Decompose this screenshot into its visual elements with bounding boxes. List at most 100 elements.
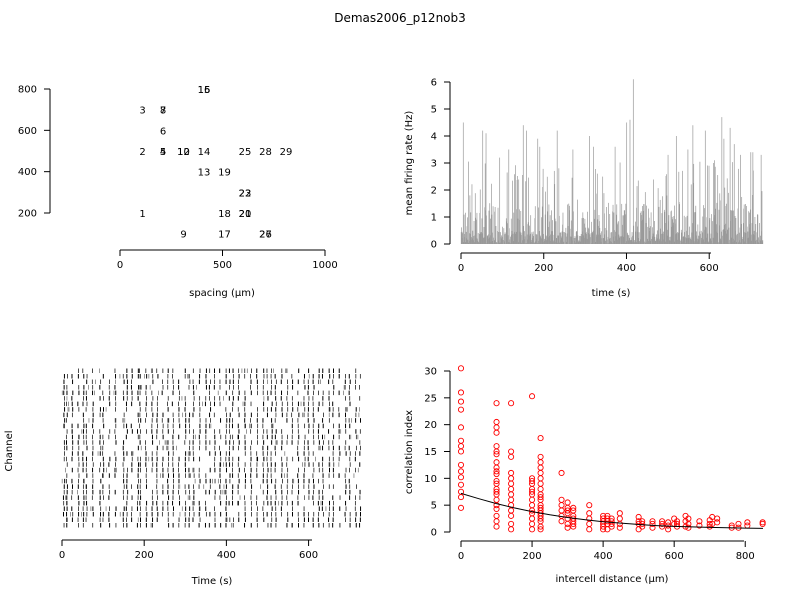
electrode-label: 10: [177, 147, 190, 158]
correlation-point: [529, 515, 536, 522]
correlation-point: [493, 505, 500, 512]
correlation-point: [696, 522, 703, 529]
correlation-point: [508, 469, 515, 477]
correlation-point: [616, 520, 623, 528]
electrode-label: 13: [198, 168, 211, 179]
x-tick-label: 0: [117, 260, 123, 271]
correlation-point: [714, 519, 721, 526]
correlation-point: [558, 469, 565, 477]
correlation-point: [457, 365, 465, 372]
correlation-point: [537, 523, 544, 530]
correlation-point: [493, 451, 500, 458]
correlation-point: [558, 502, 565, 509]
correlation-point: [508, 453, 515, 460]
y-ticks: 200 400 600 800: [18, 85, 50, 220]
correlation-point: [696, 518, 703, 525]
correlation-point: [537, 453, 544, 460]
correlation-points: [457, 365, 766, 533]
correlation-point: [604, 518, 611, 525]
correlation-point: [616, 515, 623, 522]
electrode-label: 14: [198, 147, 211, 158]
correlation-point: [649, 520, 656, 528]
x-tick-label: 0: [458, 551, 464, 562]
correlation-point: [714, 515, 721, 522]
correlation-point: [586, 526, 593, 533]
correlation-point: [493, 502, 500, 509]
correlation-point: [586, 502, 593, 509]
correlation-point: [616, 524, 623, 531]
correlation-point: [564, 507, 571, 514]
electrode-label: 21: [239, 209, 252, 220]
correlation-point: [508, 520, 515, 528]
y-tick-label: 800: [18, 85, 37, 96]
correlation-point: [493, 459, 500, 466]
x-ticks: 0 200 400 600: [59, 540, 318, 561]
correlation-point: [537, 486, 544, 493]
electrode-label: 12: [177, 147, 190, 158]
electrode-label: 25: [239, 147, 252, 158]
correlation-point: [493, 468, 500, 475]
y-tick-label: 30: [424, 367, 437, 378]
correlation-point: [508, 512, 515, 519]
y-tick-label: 15: [424, 447, 437, 458]
correlation-point: [457, 406, 465, 413]
correlation-point: [659, 520, 666, 528]
correlation-point: [493, 470, 500, 478]
correlation-point: [744, 519, 751, 526]
electrode-label: 15: [198, 85, 211, 96]
electrode-label: 28: [259, 147, 272, 158]
y-tick-label: 600: [18, 126, 37, 137]
electrode-label: 7: [160, 106, 166, 117]
y-tick-label: 200: [18, 209, 37, 220]
y-tick-label: 5: [431, 105, 437, 116]
correlation-point: [600, 523, 607, 530]
correlation-point: [508, 448, 515, 455]
correlation-point: [537, 515, 544, 522]
x-tick-label: 500: [213, 260, 232, 271]
correlation-point: [508, 475, 515, 482]
correlation-point: [508, 507, 515, 514]
correlation-point: [564, 524, 571, 531]
correlation-point: [493, 518, 500, 525]
x-tick-label: 0: [458, 263, 464, 274]
correlation-point: [493, 418, 500, 426]
fit-curve: [460, 492, 764, 529]
correlation-point: [635, 513, 642, 521]
x-tick-label: 200: [534, 263, 553, 274]
electrode-label: 4: [160, 147, 166, 158]
correlation-point: [493, 488, 500, 495]
correlation-point: [706, 520, 713, 528]
y-tick-label: 2: [431, 186, 437, 197]
correlation-panel: 0 200 400 600 800 0 5 10 15 20 25 30 intercell dis…: [404, 365, 766, 585]
correlation-point: [457, 461, 465, 468]
correlation-point: [508, 480, 515, 487]
x-tick-label: 200: [523, 551, 542, 562]
correlation-point: [529, 488, 536, 495]
correlation-point: [759, 519, 766, 526]
x-tick-label: 600: [700, 263, 719, 274]
correlation-point: [600, 526, 607, 533]
correlation-point: [537, 494, 544, 501]
electrode-label: 5: [160, 147, 166, 158]
y-tick-label: 10: [424, 474, 437, 485]
x-tick-label: 800: [736, 551, 755, 562]
correlation-point: [735, 520, 742, 528]
correlation-point: [508, 486, 515, 493]
electrode-label: 2: [139, 147, 145, 158]
correlation-point: [744, 522, 751, 529]
correlation-point: [639, 523, 646, 530]
figure-title: Demas2006_p12nob3: [334, 11, 466, 25]
correlation-point: [558, 518, 565, 525]
y-tick-label: 20: [424, 420, 437, 431]
correlation-point: [537, 526, 544, 533]
correlation-point: [558, 496, 565, 503]
y-tick-label: 0: [431, 240, 437, 251]
x-ticks: 0 200 400 600: [458, 253, 719, 274]
y-tick-label: 6: [431, 78, 437, 89]
electrode-label: 16: [198, 85, 211, 96]
correlation-point: [649, 518, 656, 525]
correlation-point: [457, 474, 465, 481]
correlation-point: [608, 523, 615, 530]
x-tick-label: 600: [299, 550, 318, 561]
